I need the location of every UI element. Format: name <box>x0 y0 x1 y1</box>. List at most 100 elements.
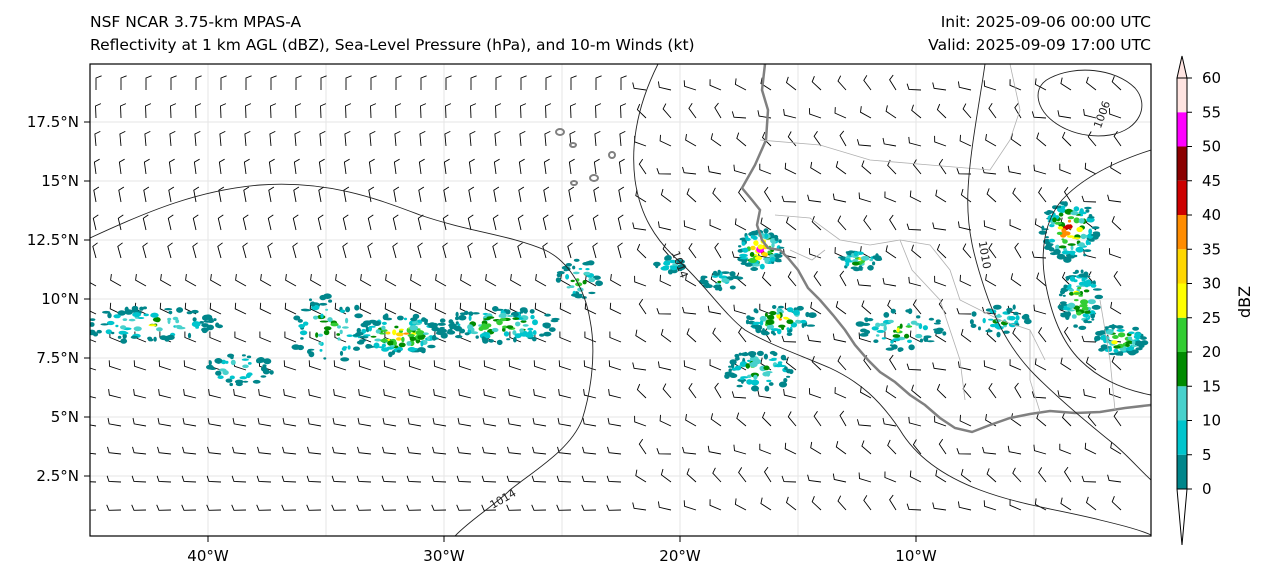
colorbar: 0 5 10 15 20 25 30 35 40 45 50 55 60 dBZ <box>1176 55 1254 546</box>
wind-barb <box>360 274 372 287</box>
wind-barb <box>960 328 972 343</box>
wind-barb <box>709 499 722 511</box>
reflectivity-cell <box>982 317 986 324</box>
reflectivity-cell <box>381 325 386 331</box>
colorbar-segment <box>1177 283 1187 318</box>
wind-barb <box>556 504 572 511</box>
wind-barb <box>983 80 997 91</box>
reflectivity-cell <box>213 318 217 322</box>
wind-barb <box>143 158 150 175</box>
reflectivity-cell <box>745 235 749 241</box>
reflectivity-cell <box>340 357 350 362</box>
wind-barb <box>962 383 972 399</box>
reflectivity-cell <box>514 333 522 339</box>
wind-barb <box>813 130 822 147</box>
reflectivity-cell <box>532 337 537 342</box>
wind-barb <box>656 448 672 455</box>
reflectivity-cell <box>191 309 199 314</box>
wind-barb <box>1014 102 1022 119</box>
wind-barb <box>982 166 997 175</box>
wind-barb <box>659 414 672 427</box>
reflectivity-cell <box>457 323 461 327</box>
wind-barb <box>988 102 997 119</box>
reflectivity-cell <box>148 338 154 342</box>
wind-barb <box>533 389 547 399</box>
wind-barb <box>686 468 697 483</box>
wind-barb <box>542 242 548 259</box>
reflectivity-cell <box>397 315 404 321</box>
reflectivity-cell <box>1131 340 1136 345</box>
wind-barb <box>193 158 200 175</box>
reflectivity-cell <box>745 363 751 369</box>
reflectivity-cell <box>1088 239 1095 242</box>
reflectivity-cell <box>736 384 743 388</box>
wind-barb <box>531 504 547 511</box>
reflectivity-cell <box>942 331 947 336</box>
reflectivity-cell <box>300 337 304 340</box>
wind-barb <box>936 383 947 399</box>
wind-barb <box>909 330 922 343</box>
wind-barb <box>193 186 200 203</box>
reflectivity-cell <box>107 312 112 319</box>
wind-barb <box>493 158 500 175</box>
reflectivity-cell <box>209 367 217 370</box>
reflectivity-cell <box>1015 315 1020 321</box>
wind-barb <box>960 468 972 483</box>
reflectivity-cell <box>565 274 570 280</box>
wind-barb <box>182 446 197 455</box>
reflectivity-cell <box>111 331 115 335</box>
wind-barb <box>856 279 872 287</box>
reflectivity-cell <box>721 271 730 274</box>
wind-barb <box>710 413 722 427</box>
wind-barb <box>1081 475 1097 483</box>
reflectivity-cell <box>1063 247 1067 252</box>
wind-barb <box>282 417 297 427</box>
reflectivity-cell <box>506 338 511 341</box>
wind-barb <box>619 130 626 147</box>
wind-barb <box>1113 410 1122 427</box>
reflectivity-cell <box>502 325 508 329</box>
init-time: Init: 2025-09-06 00:00 UTC <box>940 13 1151 31</box>
wind-barb <box>320 75 327 90</box>
reflectivity-cell <box>186 311 193 315</box>
wind-barb <box>90 339 97 343</box>
reflectivity-cell <box>150 312 159 318</box>
reflectivity-cell <box>459 328 466 334</box>
reflectivity-cell <box>763 353 769 360</box>
wind-barb <box>485 274 497 287</box>
wind-barb <box>733 304 747 315</box>
wind-barb <box>234 302 247 315</box>
wind-barb <box>357 417 372 427</box>
wind-barb <box>231 475 247 483</box>
colorbar-tick-label: 30 <box>1202 275 1221 293</box>
wind-barb <box>108 389 122 399</box>
wind-barb <box>570 103 577 119</box>
wind-barb <box>367 242 373 259</box>
wind-barb <box>431 475 447 483</box>
wind-barb <box>834 387 847 399</box>
reflectivity-cell <box>761 252 768 257</box>
reflectivity-cell <box>717 269 721 274</box>
wind-barb <box>988 242 997 259</box>
wind-barb <box>92 242 98 259</box>
reflectivity-cell <box>1067 216 1075 220</box>
reflectivity-cell <box>380 329 388 332</box>
reflectivity-cell <box>928 317 935 321</box>
reflectivity-cell <box>766 315 773 320</box>
wind-barb <box>1036 132 1047 147</box>
wind-barb <box>294 130 301 147</box>
wind-barb <box>759 163 772 175</box>
wind-barb <box>956 308 972 315</box>
reflectivity-cell <box>512 317 520 320</box>
reflectivity-cell <box>771 242 775 248</box>
reflectivity-cell <box>113 314 121 319</box>
wind-barb <box>1085 76 1097 91</box>
reflectivity-cell <box>225 378 233 383</box>
reflectivity-cell <box>1072 237 1081 240</box>
wind-barb <box>685 274 697 287</box>
wind-barb <box>292 214 299 231</box>
wind-barb <box>495 75 502 90</box>
wind-barb <box>938 158 947 175</box>
wind-barb <box>108 360 122 371</box>
wind-barb <box>567 242 573 259</box>
